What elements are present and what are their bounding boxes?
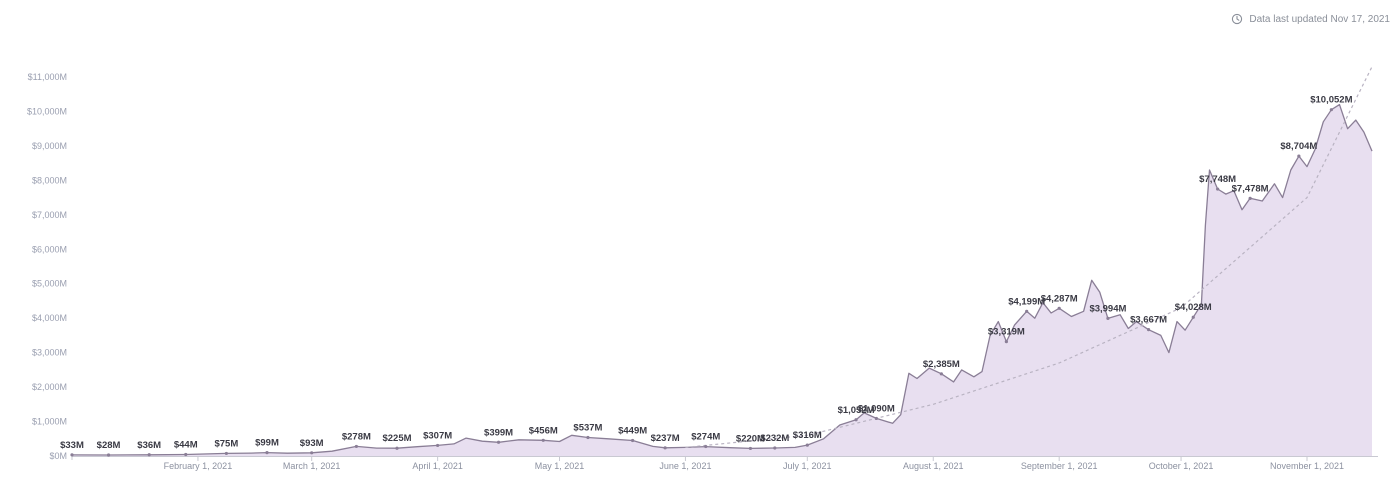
data-point (1329, 108, 1333, 112)
x-tick-label: June 1, 2021 (659, 461, 711, 471)
y-tick-label: $9,000M (32, 141, 67, 151)
data-label: $1,052M (838, 405, 875, 416)
data-point (106, 453, 111, 457)
data-point (436, 443, 440, 448)
x-tick-label: August 1, 2021 (903, 461, 964, 471)
data-label: $33M (60, 440, 84, 451)
data-label: $274M (691, 432, 720, 443)
data-label: $3,994M (1089, 303, 1126, 314)
y-tick-label: $5,000M (32, 279, 67, 289)
clock-icon (1232, 13, 1243, 25)
data-point (184, 452, 188, 457)
data-label: $44M (174, 439, 198, 450)
data-point (663, 446, 667, 450)
data-point (1216, 187, 1220, 191)
y-tick-label: $8,000M (32, 175, 67, 185)
data-label: $2,385M (923, 359, 960, 370)
data-point (310, 451, 314, 455)
x-tick-label: May 1, 2021 (535, 461, 585, 471)
data-point (541, 438, 545, 442)
y-tick-label: $10,000M (27, 106, 67, 116)
data-label: $307M (423, 430, 452, 441)
y-tick-label: $7,000M (32, 210, 67, 220)
x-tick-label: November 1, 2021 (1270, 461, 1344, 471)
data-point (1191, 315, 1195, 319)
data-label: $232M (760, 433, 789, 444)
plot-area (70, 66, 1373, 457)
y-tick-label: $0M (49, 451, 67, 461)
data-label: $36M (137, 440, 161, 451)
data-point (395, 446, 399, 450)
x-axis: February 1, 2021 March 1, 2021 April 1, 20… (71, 454, 1378, 471)
data-updated-notice: Data last updated Nov 17, 2021 (1231, 13, 1390, 25)
data-label: $3,667M (1130, 315, 1167, 326)
trend-line (685, 66, 1373, 448)
data-label: $28M (97, 440, 121, 451)
data-label: $3,319M (988, 327, 1025, 338)
data-point (265, 450, 269, 455)
x-tick-label: March 1, 2021 (283, 461, 341, 471)
data-updated-text: Data last updated Nov 17, 2021 (1249, 13, 1390, 25)
data-label: $1,090M (858, 403, 895, 414)
data-point (939, 372, 943, 376)
data-label: $4,199M (1008, 296, 1045, 307)
series-area (72, 104, 1372, 456)
data-point (496, 440, 501, 444)
data-label: $99M (255, 438, 279, 449)
y-tick-label: $11,000M (28, 72, 67, 82)
data-label: $399M (484, 427, 513, 438)
data-point (147, 453, 151, 457)
data-point (1025, 309, 1029, 313)
data-label: $8,704M (1280, 141, 1317, 152)
data-point (631, 438, 635, 443)
data-point (805, 443, 809, 447)
data-label: $4,287M (1041, 293, 1078, 304)
data-point (1106, 316, 1110, 320)
data-labels: $33M $28M $36M $44M $75M $99M $93M $278M $225M $3… (60, 95, 1352, 451)
data-point (224, 451, 228, 456)
data-label: $278M (342, 431, 371, 442)
y-tick-label: $4,000M (32, 313, 67, 323)
data-label: $4,028M (1175, 302, 1212, 313)
data-point (1004, 340, 1008, 344)
data-label: $456M (529, 425, 558, 436)
data-label: $10,052M (1310, 95, 1352, 106)
data-label: $449M (618, 426, 647, 437)
y-tick-label: $1,000M (32, 417, 67, 427)
data-label: $93M (300, 438, 324, 449)
data-point (586, 435, 590, 440)
data-point (1297, 154, 1301, 158)
data-point (1057, 306, 1061, 310)
data-label: $220M (736, 433, 765, 444)
data-point (748, 446, 753, 451)
data-label: $316M (793, 430, 822, 441)
x-tick-label: October 1, 2021 (1149, 461, 1214, 471)
data-label: $7,478M (1232, 183, 1269, 194)
y-axis: $0M $1,000M $2,000M $3,000M $4,000M $5,000M $6… (27, 72, 67, 461)
data-point (704, 444, 708, 449)
data-label: $237M (651, 433, 680, 444)
y-tick-label: $3,000M (32, 348, 67, 358)
data-point (70, 453, 74, 457)
data-point (354, 444, 358, 449)
data-point (1146, 328, 1151, 332)
data-label: $7,748M (1199, 174, 1236, 185)
y-tick-label: $6,000M (32, 244, 67, 254)
series-line (71, 103, 1373, 456)
data-label: $225M (382, 433, 411, 444)
data-label: $75M (214, 438, 238, 449)
x-tick-label: September 1, 2021 (1021, 461, 1098, 471)
x-tick-label: July 1, 2021 (783, 461, 832, 471)
data-point (874, 416, 878, 421)
x-tick-label: February 1, 2021 (164, 461, 233, 471)
data-label: $537M (573, 422, 602, 433)
data-point (1248, 196, 1252, 200)
data-point (854, 418, 858, 422)
data-point (773, 446, 777, 450)
x-tick-label: April 1, 2021 (412, 461, 463, 471)
y-tick-label: $2,000M (32, 382, 67, 392)
